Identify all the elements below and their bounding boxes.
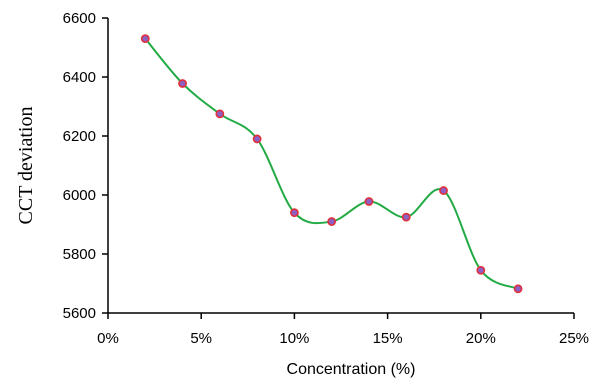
data-point (215, 109, 225, 119)
y-tick-label: 6200 (63, 128, 96, 145)
data-point (252, 134, 262, 144)
x-axis-title: Concentration (%) (287, 361, 416, 378)
data-point (327, 217, 337, 226)
data-point (513, 284, 523, 294)
y-tick-label: 5800 (63, 246, 96, 263)
x-tick-label: 10% (279, 330, 309, 347)
y-tick-label: 6600 (63, 10, 96, 27)
y-tick-label: 6400 (63, 69, 96, 86)
y-axis-title: CCT deviation (15, 107, 37, 225)
y-tick-label: 5600 (63, 305, 96, 322)
x-axis-ticks: 0% 5% 10% 15% 20% 25% (97, 313, 589, 347)
data-point (289, 208, 299, 218)
data-point (140, 34, 150, 44)
x-tick-label: 15% (373, 330, 403, 347)
data-point (439, 186, 448, 195)
series-line (144, 38, 519, 290)
plot-area: 5600 5800 6000 6200 6400 6600 0% 5% 10% 15% 20% 25… (63, 10, 589, 347)
y-axis-ticks: 5600 5800 6000 6200 6400 6600 (63, 10, 108, 322)
series-markers (140, 34, 523, 294)
x-tick-label: 0% (97, 330, 119, 347)
data-point (364, 197, 374, 206)
data-point (476, 265, 486, 275)
x-tick-label: 25% (559, 330, 589, 347)
x-tick-label: 20% (466, 330, 496, 347)
data-point (401, 212, 411, 222)
y-tick-label: 6000 (63, 187, 96, 204)
x-tick-label: 5% (190, 330, 212, 347)
data-point (178, 79, 187, 88)
